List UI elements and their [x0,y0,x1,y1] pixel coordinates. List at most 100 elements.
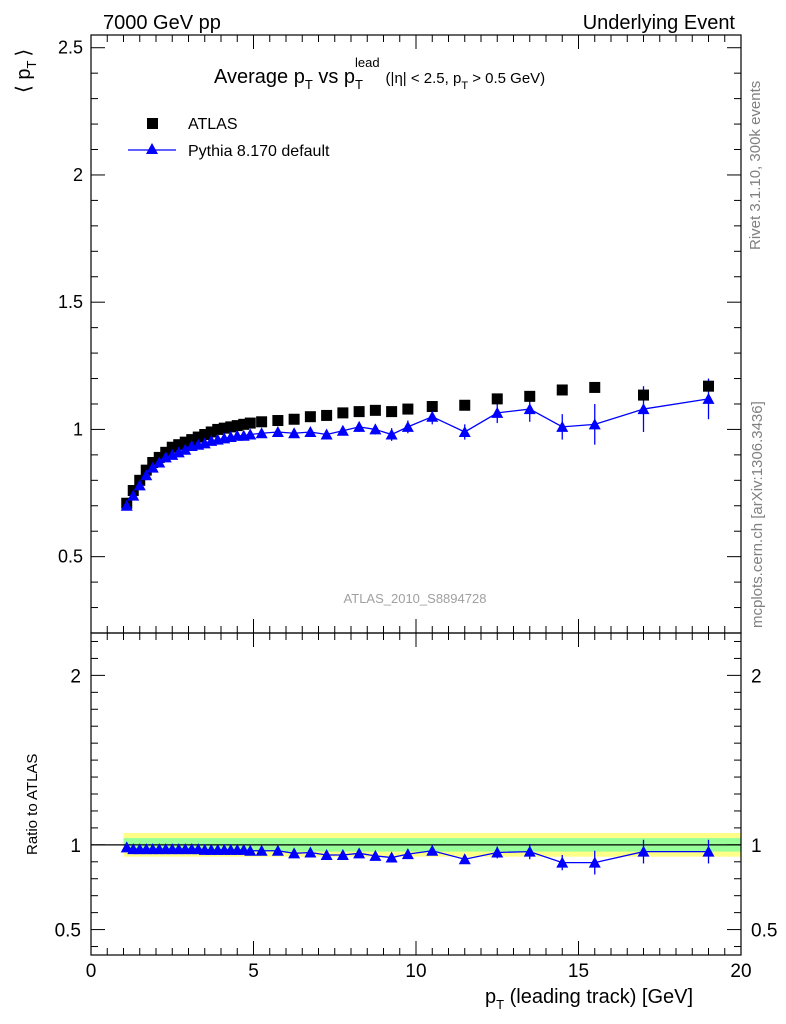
pythia-data-point [523,403,536,415]
atlas-data-point [638,389,649,401]
ratio-pythia-point [458,853,471,865]
ratio-pythia-point [255,844,268,856]
legend-pythia-label: Pythia 8.170 default [188,143,330,160]
pythia-data-point [401,420,414,432]
pythia-data-point [288,427,301,439]
rivet-version-label: Rivet 3.1.10, 300k events [747,81,764,250]
pythia-data-point [491,406,504,418]
atlas-data-point [186,434,198,446]
header-energy-label: 7000 GeV pp [103,12,221,34]
pythia-data-point [127,489,140,501]
ratio-y-tick-label-right: 1 [751,836,762,857]
atlas-data-point [256,416,268,428]
pythia-data-point [120,499,133,511]
x-tick-label: 20 [730,961,751,982]
pythia-data-point [426,410,439,422]
pythia-data-point [556,420,569,432]
pythia-data-point [179,443,192,455]
main-y-tick-label: 1.5 [58,292,83,312]
atlas-data-point [272,415,284,427]
pythia-series-line [126,398,709,507]
atlas-data-point [244,417,256,429]
ratio-panel: 0 5 10 15 200.5 0.51 12 2 Ratio to ATLAS pT (le… [24,632,777,1012]
atlas-data-point [288,413,300,425]
atlas-data-point [459,399,471,411]
ratio-pythia-point [271,844,284,856]
pythia-data-point [271,425,284,437]
ratio-y-axis-label: Ratio to ATLAS [24,754,41,855]
pythia-data-point [133,479,146,491]
ratio-pythia-point [556,856,569,868]
header-analysis-label: Underlying Event [583,12,736,34]
ratio-y-tick-label-left: 1 [70,836,81,857]
legend: ATLAS Pythia 8.170 default [128,116,330,160]
atlas-data-point [173,439,185,451]
legend-atlas-marker [147,118,158,129]
ratio-pythia-point [702,845,715,857]
atlas-data-point [179,436,191,448]
ratio-pythia-point [320,849,333,861]
ratio-pythia-point [401,848,414,860]
pythia-data-point [255,427,268,439]
atlas-data-point [205,426,217,438]
atlas-data-point [524,390,536,402]
pythia-data-point [336,424,349,436]
main-y-tick-label: 2.5 [58,38,83,58]
main-plot-title: Average pT vs pTlead(|η| < 2.5, pT > 0.5… [214,55,545,92]
legend-atlas-label: ATLAS [188,116,238,133]
atlas-data-point [218,422,230,434]
ratio-plot-frame [90,632,742,956]
ratio-y-tick-label-right: 0.5 [751,921,777,942]
atlas-data-point [589,381,601,393]
ratio-pythia-point [385,851,398,863]
atlas-data-point [386,406,398,418]
mcplots-label: mcplots.cern.ch [arXiv:1306.3436] [749,401,766,628]
ratio-pythia-point [426,844,439,856]
x-axis-label: pT (leading track) [GeV] [485,986,693,1012]
pythia-data-point [458,425,471,437]
ratio-pythia-point [336,849,349,861]
pythia-data-point [244,428,257,440]
analysis-watermark: ATLAS_2010_S8894728 [344,591,487,606]
pythia-data-point [369,423,382,435]
ratio-pythia-point [353,847,366,859]
pythia-data-point [637,403,650,415]
atlas-data-point [321,409,333,421]
atlas-data-point [192,431,204,443]
atlas-data-point [402,403,414,415]
atlas-data-point [166,441,178,453]
pythia-data-point [353,420,366,432]
ratio-pythia-point [304,846,317,858]
atlas-data-point [304,411,316,423]
atlas-data-point [556,384,568,396]
main-y-tick-label: 1 [73,419,83,439]
atlas-data-point [225,421,237,433]
ratio-pythia-point [637,845,650,857]
ratio-pythia-point [588,856,601,868]
pythia-data-point [385,428,398,440]
ratio-y-tick-label-left: 0.5 [55,921,81,942]
atlas-data-point [426,401,438,413]
main-y-axis-label: ⟨ pT⟩ [13,49,39,93]
pythia-data-point [320,428,333,440]
main-y-tick-label: 2 [73,165,83,185]
atlas-data-point [199,429,211,441]
pythia-data-point [153,456,166,468]
legend-pythia-marker [146,143,158,154]
atlas-data-point [353,406,365,418]
atlas-data-point [212,423,224,435]
ratio-pythia-point [244,844,257,856]
ratio-pythia-point [523,845,536,857]
ratio-pythia-point [491,846,504,858]
atlas-data-point [238,418,250,430]
atlas-data-point [231,420,243,432]
pythia-data-point [140,469,153,481]
x-tick-label: 0 [86,961,97,982]
ratio-pythia-point [369,849,382,861]
ratio-y-tick-label-left: 2 [70,666,81,687]
atlas-data-point [703,380,714,392]
pythia-data-point [304,425,317,437]
atlas-data-point [491,393,503,405]
x-tick-label: 5 [248,961,259,982]
